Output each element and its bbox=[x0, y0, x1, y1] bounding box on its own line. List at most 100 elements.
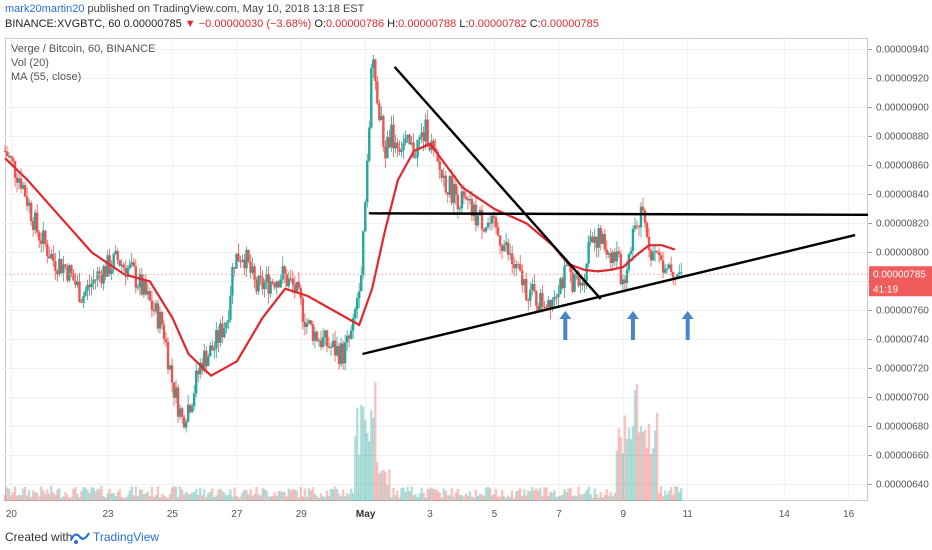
volume-bar bbox=[541, 496, 544, 501]
candle-body bbox=[480, 209, 484, 230]
candle-body bbox=[76, 281, 79, 285]
candle-body bbox=[291, 278, 295, 285]
support-arrow-head bbox=[681, 311, 694, 319]
candle-body bbox=[74, 280, 77, 285]
ma-line bbox=[4, 142, 676, 378]
volume-bar bbox=[597, 497, 600, 501]
candle-body bbox=[92, 279, 95, 284]
volume-bar bbox=[92, 488, 95, 501]
candle-body bbox=[482, 229, 486, 232]
candle-body bbox=[31, 221, 35, 230]
volume-bar bbox=[287, 488, 290, 501]
chart-legend: Verge / Bitcoin, 60, BINANCE Vol (20) MA… bbox=[11, 42, 155, 84]
x-tick-label: 16 bbox=[843, 509, 855, 520]
author-link[interactable]: mark20martin20 bbox=[5, 3, 85, 15]
x-tick-label: 7 bbox=[556, 509, 562, 520]
volume-bar bbox=[209, 492, 212, 501]
candle-body bbox=[285, 273, 288, 287]
candle-body bbox=[132, 262, 136, 267]
candle-body bbox=[394, 142, 397, 149]
volume-bar bbox=[625, 439, 629, 501]
volume-bar bbox=[295, 490, 299, 501]
volume-bar bbox=[257, 494, 260, 501]
candle-body bbox=[184, 421, 188, 428]
candle-body bbox=[255, 279, 258, 292]
candle-body bbox=[418, 137, 421, 140]
symbol-label: BINANCE:XVGBTC, 60 bbox=[5, 18, 121, 30]
candle-body bbox=[102, 266, 105, 284]
y-tick-label: 0.00000700 bbox=[876, 393, 929, 404]
volume-bar bbox=[245, 490, 248, 501]
candle-body bbox=[527, 300, 530, 302]
x-tick-label: 14 bbox=[779, 509, 791, 520]
volume-bar bbox=[454, 492, 458, 501]
x-tick-label: 9 bbox=[620, 509, 626, 520]
volume-bar bbox=[623, 415, 627, 501]
volume-bar bbox=[394, 495, 397, 501]
volume-bar bbox=[219, 488, 222, 501]
volume-bar bbox=[601, 497, 604, 501]
candle-body bbox=[543, 306, 546, 308]
volume-bar bbox=[384, 471, 387, 501]
volume-bar bbox=[285, 496, 288, 501]
volume-bar bbox=[176, 497, 180, 501]
x-tick-label: 29 bbox=[296, 509, 308, 520]
price-chart[interactable]: 0.00000940 0.00000920 0.00000900 0.00000880… bbox=[0, 0, 932, 526]
volume-bar bbox=[188, 494, 192, 501]
volume-bar bbox=[504, 497, 508, 501]
volume-bar bbox=[396, 490, 399, 501]
volume-bar bbox=[404, 491, 407, 501]
volume-bar bbox=[567, 488, 570, 501]
volume-bar bbox=[603, 494, 606, 501]
candle-body bbox=[611, 252, 615, 263]
candle-body bbox=[436, 151, 439, 162]
volume-bar bbox=[533, 490, 536, 501]
candle-body bbox=[54, 260, 57, 271]
volume-bar bbox=[21, 488, 25, 501]
candle-body bbox=[207, 356, 210, 367]
volume-bar bbox=[663, 490, 667, 501]
candle-body bbox=[317, 340, 321, 342]
volume-bar bbox=[353, 436, 357, 501]
tradingview-brand[interactable]: TradingView bbox=[93, 530, 160, 544]
volume-bar bbox=[221, 490, 224, 501]
volume-bar bbox=[17, 494, 21, 501]
candle-body bbox=[452, 184, 456, 203]
volume-bar bbox=[180, 489, 184, 501]
candle-body bbox=[428, 144, 431, 151]
candle-body bbox=[651, 252, 655, 261]
volume-bar bbox=[607, 495, 610, 501]
candle-body bbox=[424, 119, 427, 142]
volume-bar bbox=[374, 382, 377, 501]
candle-body bbox=[3, 151, 7, 152]
volume-bar bbox=[416, 497, 419, 501]
candle-body bbox=[186, 404, 190, 422]
candle-body bbox=[464, 196, 468, 199]
candle-body bbox=[116, 250, 119, 261]
volume-bar bbox=[631, 426, 635, 501]
volume-bar bbox=[249, 488, 252, 501]
candle-body bbox=[337, 345, 341, 365]
candle-body bbox=[146, 291, 150, 295]
candle-body bbox=[661, 260, 665, 273]
candle-body bbox=[523, 279, 526, 286]
candle-body bbox=[347, 335, 351, 339]
volume-bar bbox=[500, 490, 504, 501]
candle-body bbox=[225, 322, 228, 329]
candle-body bbox=[96, 271, 99, 280]
candle-body bbox=[303, 321, 307, 328]
volume-bar bbox=[368, 441, 371, 501]
candle-body bbox=[351, 317, 355, 331]
candle-body bbox=[203, 350, 206, 371]
volume-bar bbox=[271, 496, 274, 501]
plot-area[interactable] bbox=[5, 38, 868, 501]
candle-body bbox=[154, 303, 158, 312]
candle-body bbox=[370, 68, 373, 128]
candle-body bbox=[136, 287, 140, 289]
volume-bar bbox=[225, 495, 228, 501]
volume-bar bbox=[243, 489, 246, 501]
volume-bar bbox=[345, 492, 349, 501]
candle-body bbox=[498, 235, 502, 246]
volume-bar bbox=[531, 486, 534, 501]
candle-body bbox=[446, 192, 449, 195]
